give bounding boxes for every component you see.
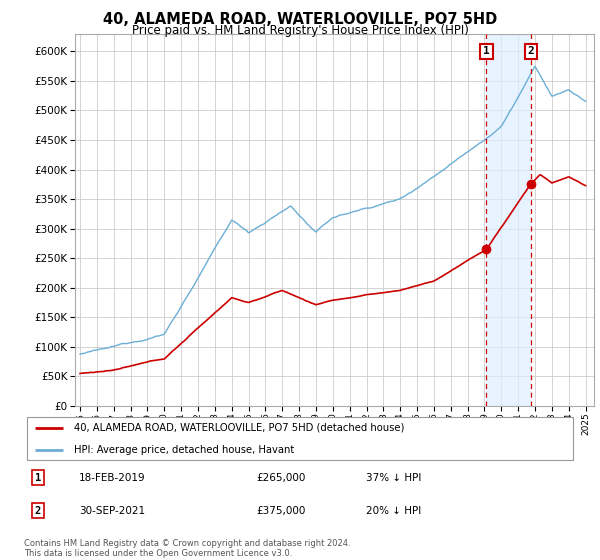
Text: 40, ALAMEDA ROAD, WATERLOOVILLE, PO7 5HD (detached house): 40, ALAMEDA ROAD, WATERLOOVILLE, PO7 5HD… bbox=[74, 423, 404, 433]
Text: £375,000: £375,000 bbox=[256, 506, 305, 516]
Text: 40, ALAMEDA ROAD, WATERLOOVILLE, PO7 5HD: 40, ALAMEDA ROAD, WATERLOOVILLE, PO7 5HD bbox=[103, 12, 497, 27]
Text: £265,000: £265,000 bbox=[256, 473, 305, 483]
Text: 37% ↓ HPI: 37% ↓ HPI bbox=[366, 473, 422, 483]
Text: 1: 1 bbox=[35, 473, 41, 483]
FancyBboxPatch shape bbox=[27, 417, 573, 460]
Bar bbox=[487, 34, 531, 406]
Text: 2: 2 bbox=[527, 46, 534, 57]
Text: Price paid vs. HM Land Registry's House Price Index (HPI): Price paid vs. HM Land Registry's House … bbox=[131, 24, 469, 36]
Text: Contains HM Land Registry data © Crown copyright and database right 2024.
This d: Contains HM Land Registry data © Crown c… bbox=[24, 539, 350, 558]
Text: 1: 1 bbox=[483, 46, 490, 57]
Text: 20% ↓ HPI: 20% ↓ HPI bbox=[366, 506, 421, 516]
Text: HPI: Average price, detached house, Havant: HPI: Average price, detached house, Hava… bbox=[74, 445, 294, 455]
Text: 30-SEP-2021: 30-SEP-2021 bbox=[79, 506, 145, 516]
Text: 18-FEB-2019: 18-FEB-2019 bbox=[79, 473, 146, 483]
Text: 2: 2 bbox=[35, 506, 41, 516]
